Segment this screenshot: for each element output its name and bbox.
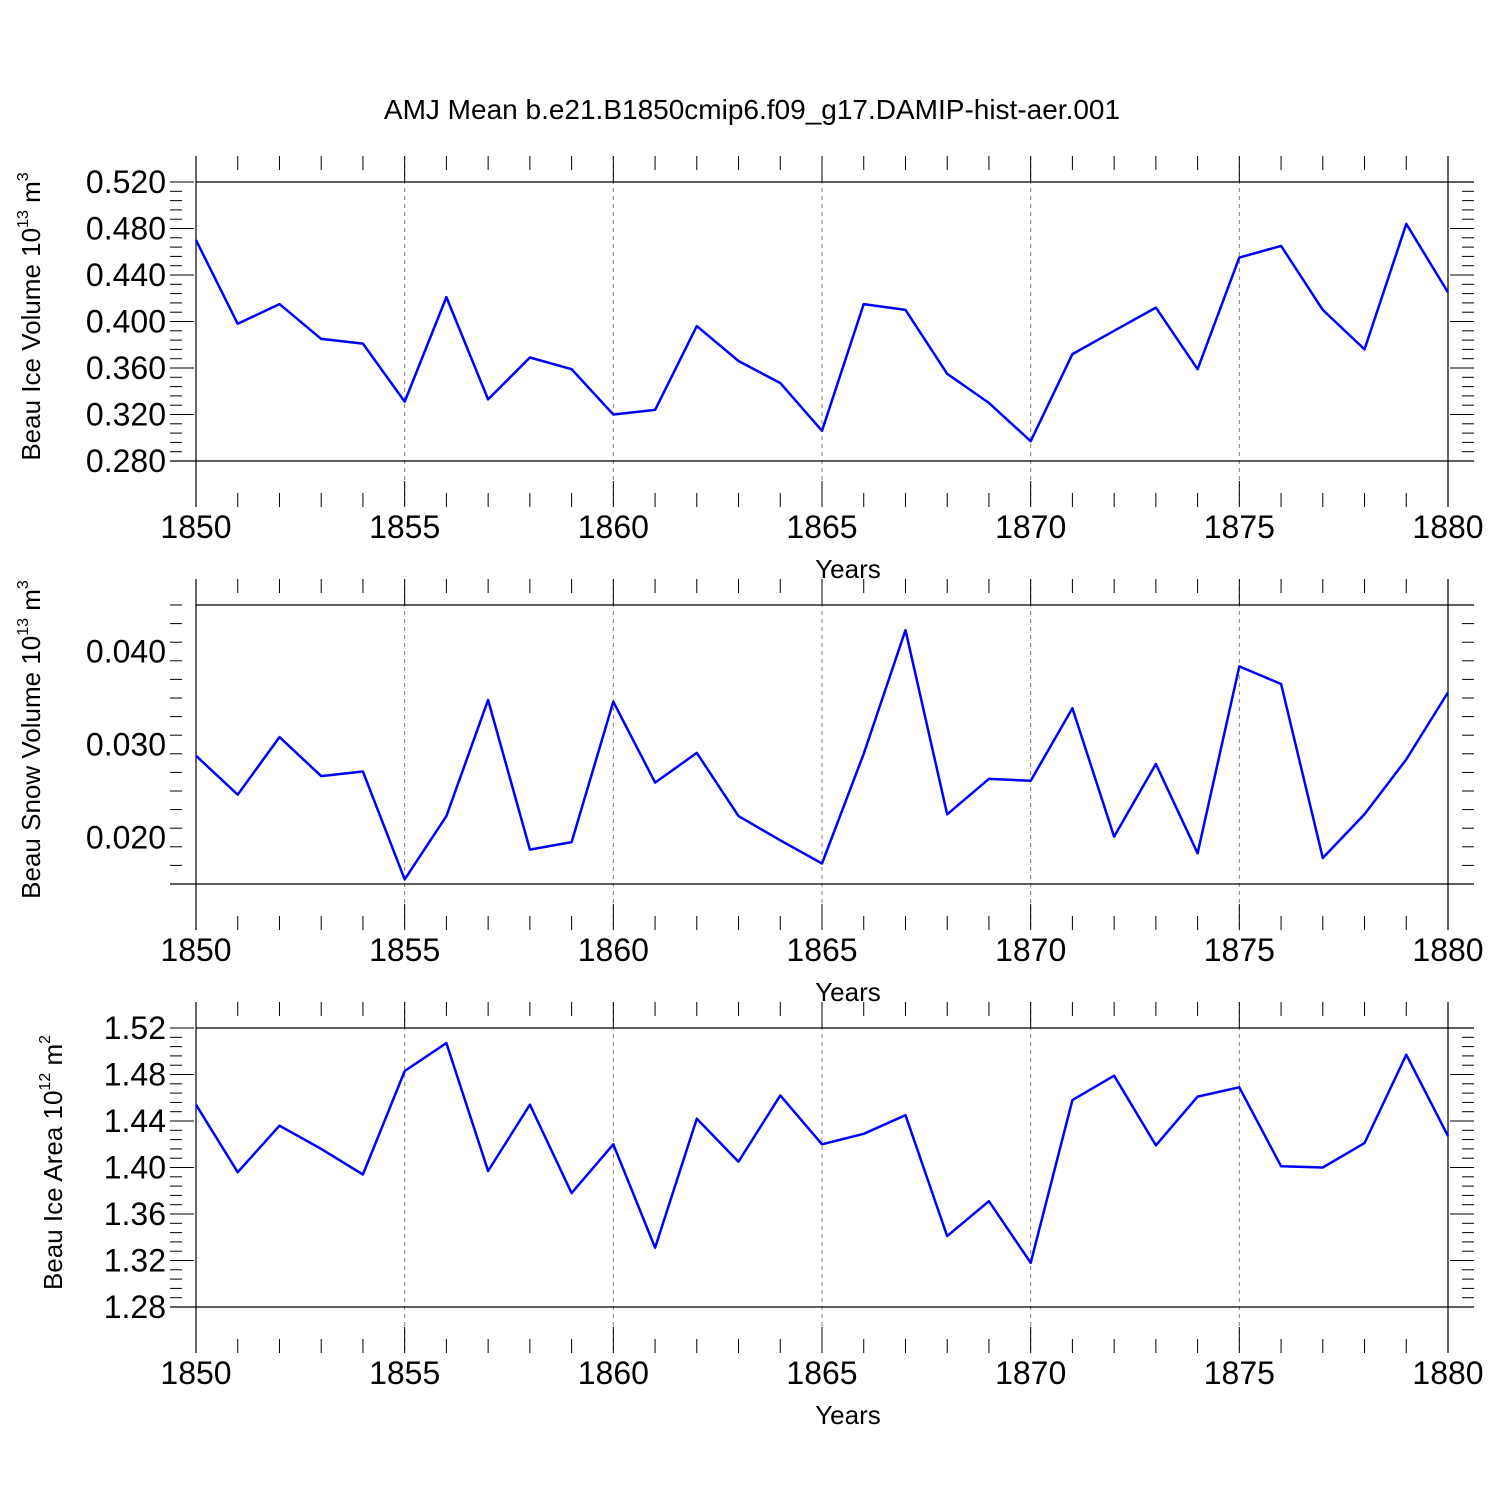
y-tick-label: 0.480 xyxy=(86,211,166,247)
series-line xyxy=(195,628,1450,881)
y-tick-label: 0.040 xyxy=(86,634,166,670)
x-tick-label: 1860 xyxy=(578,932,649,968)
y-axis-title-unit-exponent: 3 xyxy=(15,172,32,181)
x-tick-label: 1850 xyxy=(160,509,231,545)
x-tick-label: 1870 xyxy=(995,932,1066,968)
y-axis-title-unit: m xyxy=(16,181,46,210)
y-tick-label: 0.440 xyxy=(86,257,166,293)
y-axis-title-unit: m xyxy=(38,1044,68,1073)
y-tick-label: 1.28 xyxy=(104,1289,166,1325)
x-axis-title: Years xyxy=(815,977,881,1007)
x-axis-title: Years xyxy=(815,554,881,584)
y-tick-label: 0.280 xyxy=(86,443,166,479)
y-tick-label: 0.520 xyxy=(86,164,166,200)
x-tick-label: 1860 xyxy=(578,1355,649,1391)
y-tick-label: 1.44 xyxy=(104,1103,166,1139)
y-tick-label: 1.48 xyxy=(104,1057,166,1093)
x-tick-label: 1870 xyxy=(995,509,1066,545)
y-tick-label: 0.320 xyxy=(86,397,166,433)
x-tick-label: 1850 xyxy=(160,1355,231,1391)
x-tick-label: 1875 xyxy=(1204,932,1275,968)
x-tick-label: 1870 xyxy=(995,1355,1066,1391)
x-tick-label: 1855 xyxy=(369,932,440,968)
y-axis-title: Beau Ice Volume 1013 m3 xyxy=(15,172,46,460)
y-tick-label: 0.400 xyxy=(86,304,166,340)
y-tick-label: 0.030 xyxy=(86,727,166,763)
y-axis-title-unit-exponent: 2 xyxy=(37,1035,54,1044)
y-tick-label: 1.40 xyxy=(104,1150,166,1186)
y-tick-label: 1.36 xyxy=(104,1196,166,1232)
figure-title: AMJ Mean b.e21.B1850cmip6.f09_g17.DAMIP-… xyxy=(384,94,1120,125)
y-axis-title-text: Beau Ice Area 10 xyxy=(38,1091,68,1290)
x-tick-label: 1850 xyxy=(160,932,231,968)
y-axis-title-unit-exponent: 3 xyxy=(15,580,32,589)
y-axis-title-exponent: 12 xyxy=(37,1073,54,1091)
y-tick-label: 0.020 xyxy=(86,820,166,856)
series-line xyxy=(194,222,1450,443)
y-axis-title: Beau Snow Volume 1013 m3 xyxy=(15,580,46,899)
y-axis-title-text: Beau Ice Volume 10 xyxy=(16,228,46,461)
y-axis-title-exponent: 13 xyxy=(15,618,32,636)
x-tick-label: 1865 xyxy=(786,932,857,968)
y-axis-title-exponent: 13 xyxy=(15,210,32,228)
panel-1: 0.280 0.320 0.360 0.400 0.440 0.480 0.520 1850 1… xyxy=(15,156,1484,584)
x-axis-title: Years xyxy=(815,1400,881,1430)
x-tick-label: 1875 xyxy=(1204,1355,1275,1391)
x-tick-label: 1880 xyxy=(1412,509,1483,545)
series-line xyxy=(194,1041,1450,1265)
y-axis-title-unit: m xyxy=(16,589,46,618)
x-tick-label: 1860 xyxy=(578,509,649,545)
panel-3: 1.28 1.32 1.36 1.40 1.44 1.48 1.52 1850 1855 1860… xyxy=(37,1002,1484,1430)
x-tick-label: 1865 xyxy=(786,509,857,545)
x-tick-label: 1865 xyxy=(786,1355,857,1391)
y-axis-title: Beau Ice Area 1012 m2 xyxy=(37,1035,68,1290)
x-tick-label: 1875 xyxy=(1204,509,1275,545)
x-tick-label: 1855 xyxy=(369,509,440,545)
y-tick-label: 1.32 xyxy=(104,1243,166,1279)
x-tick-label: 1880 xyxy=(1412,1355,1483,1391)
x-tick-label: 1855 xyxy=(369,1355,440,1391)
x-tick-label: 1880 xyxy=(1412,932,1483,968)
y-axis-title-text: Beau Snow Volume 10 xyxy=(16,636,46,899)
y-tick-label: 1.52 xyxy=(104,1010,166,1046)
panel-2: 0.020 0.030 0.040 1850 1855 1860 1865 1870 1875 1… xyxy=(15,579,1484,1007)
y-tick-label: 0.360 xyxy=(86,350,166,386)
